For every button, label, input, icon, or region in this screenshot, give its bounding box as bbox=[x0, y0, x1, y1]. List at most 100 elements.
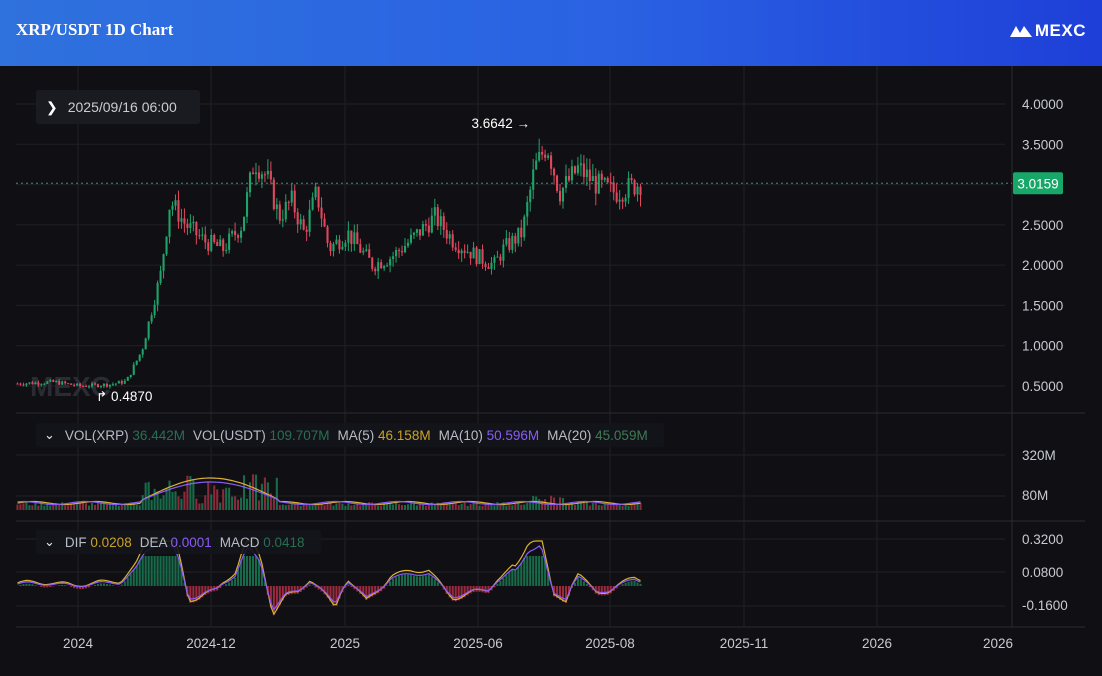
chart-area[interactable]: MEXC4.00003.50003.00002.50002.00001.5000… bbox=[0, 66, 1102, 671]
candle-body bbox=[526, 202, 528, 217]
volume-bar bbox=[163, 495, 165, 510]
volume-bar bbox=[353, 505, 355, 510]
volume-legend-label: MA(10) bbox=[439, 428, 487, 443]
candle-body bbox=[282, 219, 284, 220]
candle-body bbox=[312, 197, 314, 209]
macd-histogram-bar bbox=[145, 556, 147, 586]
macd-histogram-bar bbox=[174, 556, 176, 586]
volume-bar bbox=[508, 505, 510, 510]
volume-bar bbox=[461, 504, 463, 510]
macd-histogram-bar bbox=[157, 556, 159, 586]
volume-bar bbox=[255, 475, 257, 510]
candle-body bbox=[589, 170, 591, 181]
volume-bar bbox=[216, 489, 218, 510]
volume-bar bbox=[64, 505, 66, 510]
macd-histogram-bar bbox=[43, 586, 45, 587]
volume-legend-label: MA(5) bbox=[338, 428, 379, 443]
candle-body bbox=[37, 383, 39, 385]
macd-histogram-bar bbox=[171, 556, 173, 586]
candle-body bbox=[446, 230, 448, 239]
volume-bar bbox=[16, 505, 18, 510]
time-tick-label: 2026 bbox=[862, 636, 892, 651]
volume-bar bbox=[300, 506, 302, 510]
macd-histogram-bar bbox=[532, 556, 534, 586]
volume-bar bbox=[276, 478, 278, 510]
candle-body bbox=[496, 257, 498, 258]
chevron-down-icon[interactable]: ⌄ bbox=[44, 534, 55, 550]
macd-histogram-bar bbox=[160, 556, 162, 586]
volume-bar bbox=[407, 504, 409, 510]
macd-histogram-bar bbox=[529, 556, 531, 586]
chart-canvas[interactable]: MEXC4.00003.50003.00002.50002.00001.5000… bbox=[0, 66, 1102, 671]
candle-body bbox=[511, 236, 513, 250]
candle-body bbox=[76, 384, 78, 386]
candle-body bbox=[300, 219, 302, 224]
candle-body bbox=[165, 237, 167, 254]
volume-bar bbox=[538, 499, 540, 510]
candle-body bbox=[428, 226, 430, 233]
volume-bar bbox=[404, 505, 406, 510]
candle-body bbox=[335, 240, 337, 244]
candle-body bbox=[46, 382, 48, 384]
candle-body bbox=[598, 174, 600, 194]
volume-bar bbox=[398, 504, 400, 510]
candle-body bbox=[401, 251, 403, 252]
volume-bar bbox=[34, 502, 36, 510]
time-tick-label: 2025-06 bbox=[453, 636, 503, 651]
volume-bar bbox=[401, 505, 403, 510]
candle-body bbox=[383, 266, 385, 268]
macd-histogram-bar bbox=[422, 576, 424, 586]
macd-histogram-bar bbox=[398, 576, 400, 586]
candle-body bbox=[112, 384, 114, 385]
chevron-right-icon[interactable]: ❯ bbox=[46, 99, 58, 116]
candle-body bbox=[392, 256, 394, 259]
macd-histogram-bar bbox=[389, 581, 391, 586]
macd-histogram-bar bbox=[228, 582, 230, 586]
candle-body bbox=[294, 191, 296, 213]
chart-title: XRP/USDT 1D Chart bbox=[16, 20, 173, 40]
candle-body bbox=[136, 361, 138, 365]
candle-body bbox=[70, 383, 72, 384]
candle-body bbox=[195, 222, 197, 235]
candle-body bbox=[595, 176, 597, 193]
macd-histogram-bar bbox=[410, 575, 412, 586]
candle-body bbox=[43, 384, 45, 385]
volume-bar bbox=[592, 503, 594, 510]
candle-body bbox=[168, 210, 170, 237]
chevron-down-icon[interactable]: ⌄ bbox=[44, 427, 55, 443]
volume-bar bbox=[19, 504, 21, 510]
macd-histogram-bar bbox=[392, 579, 394, 586]
volume-bar bbox=[368, 502, 370, 510]
candle-body bbox=[461, 251, 463, 254]
macd-histogram-bar bbox=[154, 556, 156, 586]
candle-body bbox=[350, 231, 352, 244]
candle-body bbox=[499, 257, 501, 261]
volume-bar bbox=[112, 505, 114, 510]
price-tick-label: 0.5000 bbox=[1022, 379, 1063, 394]
volume-bar bbox=[323, 505, 325, 510]
candle-body bbox=[85, 386, 87, 387]
macd-legend-item: MACD 0.0418 bbox=[220, 535, 305, 550]
macd-legend-label: DEA bbox=[140, 535, 171, 550]
date-indicator[interactable]: ❯ 2025/09/16 06:00 bbox=[36, 90, 200, 124]
volume-bar bbox=[222, 489, 224, 510]
candle-body bbox=[458, 250, 460, 253]
volume-bar bbox=[499, 505, 501, 510]
macd-histogram-bar bbox=[28, 584, 30, 586]
macd-legend-value: 0.0208 bbox=[90, 535, 131, 550]
candle-body bbox=[636, 187, 638, 195]
volume-bar bbox=[458, 505, 460, 510]
volume-bar bbox=[97, 502, 99, 510]
macd-histogram-bar bbox=[103, 583, 105, 586]
candle-body bbox=[359, 244, 361, 252]
candle-body bbox=[532, 169, 534, 189]
candle-body bbox=[234, 231, 236, 235]
volume-bar bbox=[514, 504, 516, 510]
macd-legend-item: DIF 0.0208 bbox=[65, 535, 132, 550]
macd-histogram-bar bbox=[631, 581, 633, 586]
volume-bar bbox=[207, 481, 209, 510]
candle-body bbox=[82, 386, 84, 387]
macd-histogram-bar bbox=[413, 576, 415, 586]
volume-bar bbox=[622, 506, 624, 510]
